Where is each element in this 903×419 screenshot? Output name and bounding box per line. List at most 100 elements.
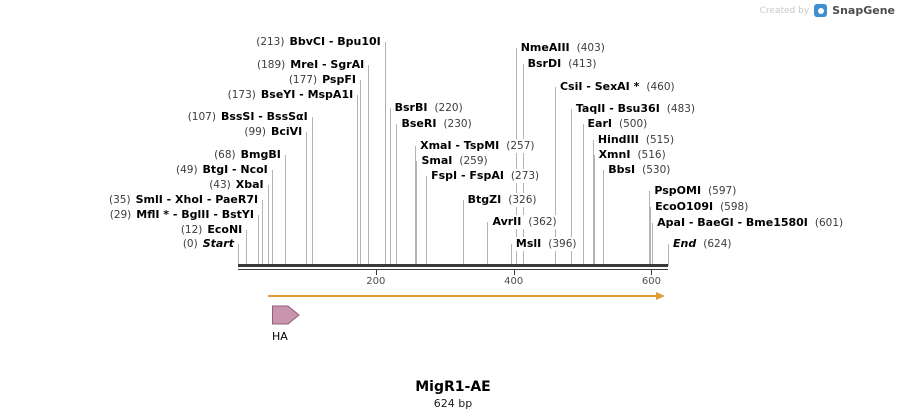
site-position: (413): [568, 58, 597, 70]
enzyme-names: ApaI - BaeGI - Bme1580I: [657, 216, 808, 229]
restriction-site-label: BtgZI (326): [466, 193, 538, 207]
leader-line: [284, 155, 286, 266]
enzyme-names: BciVI: [270, 125, 303, 138]
snapgene-brand-text: SnapGene: [832, 4, 895, 17]
ruler-tick: [651, 270, 653, 275]
site-position: (189): [257, 59, 286, 71]
enzyme-names: BseRI: [401, 117, 437, 130]
enzyme-names: EarI: [587, 117, 613, 130]
restriction-site-label: AvrII (362): [491, 215, 558, 229]
annotation-arrow-head: [656, 292, 665, 300]
site-position: (597): [708, 185, 737, 197]
restriction-site-label: (177) PspFI: [287, 73, 357, 87]
leader-line: [257, 215, 259, 266]
enzyme-names: MslI: [515, 237, 542, 250]
restriction-site-label: NmeAIII (403): [519, 41, 606, 55]
restriction-site-label: BseRI (230): [400, 117, 473, 131]
enzyme-names: BseYI - MspA1I: [260, 88, 354, 101]
logo-dot: [817, 7, 824, 14]
snapgene-logo-icon: [814, 4, 828, 17]
restriction-site-label: (213) BbvCI - Bpu10I: [255, 35, 382, 49]
restriction-site-label: TaqII - Bsu36I (483): [574, 102, 697, 116]
enzyme-names: HindIII: [597, 133, 639, 146]
ruler-tick-label: 200: [366, 276, 386, 287]
site-position: (107): [187, 111, 216, 123]
restriction-site-label: End (624): [672, 237, 733, 251]
site-position: (12): [180, 224, 203, 236]
leader-line: [262, 200, 264, 266]
ruler-tick: [513, 270, 515, 275]
site-position: (362): [528, 216, 557, 228]
site-position: (326): [508, 194, 537, 206]
leader-line: [510, 244, 512, 266]
enzyme-names: PspOMI: [654, 184, 702, 197]
enzyme-names: CsiI - SexAI *: [559, 80, 640, 93]
enzyme-names: BtgI - NcoI: [202, 163, 268, 176]
restriction-site-label: FspI - FspAI (273): [430, 169, 541, 183]
enzyme-names: XmnI: [598, 148, 631, 161]
site-position: (601): [814, 217, 844, 229]
enzyme-names: MflI * - BglII - BstYI: [136, 208, 254, 221]
sequence-bar: [238, 264, 668, 267]
enzyme-names: FspI - FspAI: [431, 169, 504, 182]
ruler-tick-label: 400: [504, 276, 524, 287]
leader-line: [652, 223, 654, 266]
leader-line: [246, 230, 248, 266]
site-position: (213): [256, 36, 285, 48]
restriction-site-label: BsrBI (220): [393, 101, 464, 115]
leader-line: [311, 117, 313, 266]
ha-feature-arrow: [272, 305, 300, 325]
leader-line: [462, 200, 464, 266]
enzyme-names: MreI - SgrAI: [290, 58, 365, 71]
leader-line: [306, 132, 308, 266]
ruler-tick: [375, 270, 377, 275]
site-position: (257): [506, 140, 535, 152]
enzyme-names: Start: [202, 237, 234, 250]
site-position: (0): [182, 238, 198, 250]
restriction-site-label: MslI (396): [514, 237, 578, 251]
site-position: (259): [459, 155, 488, 167]
restriction-site-label: (43) XbaI: [208, 178, 265, 192]
leader-line: [416, 161, 418, 266]
restriction-site-label: (189) MreI - SgrAI: [256, 58, 366, 72]
restriction-site-label: (99) BciVI: [243, 125, 304, 139]
leader-line: [396, 124, 398, 266]
ha-feature-label: HA: [272, 330, 288, 343]
restriction-site-label: (68) BmgBI: [213, 148, 282, 162]
enzyme-names: XmaI - TspMI: [420, 139, 500, 152]
site-position: (99): [244, 126, 266, 138]
site-position: (516): [637, 149, 666, 161]
site-position: (624): [703, 238, 732, 250]
credit-line: Created by SnapGene: [760, 4, 895, 17]
leader-line: [522, 64, 524, 266]
restriction-site-label: (107) BssSI - BssSαI: [186, 110, 309, 124]
enzyme-names: XbaI: [235, 178, 264, 191]
site-position: (49): [175, 164, 198, 176]
restriction-site-label: CsiI - SexAI * (460): [558, 80, 676, 94]
ruler-tick-label: 600: [641, 276, 661, 287]
leader-line: [582, 124, 584, 266]
restriction-site-label: EcoO109I (598): [654, 200, 750, 214]
restriction-site-label: (35) SmlI - XhoI - PaeR7I: [108, 193, 260, 207]
leader-line: [668, 244, 669, 266]
restriction-site-label: BsrDI (413): [526, 57, 598, 71]
ha-feature-polygon: [272, 305, 300, 325]
site-position: (530): [642, 164, 671, 176]
restriction-site-label: XmnI (516): [597, 148, 667, 162]
restriction-site-label: PspOMI (597): [653, 184, 738, 198]
restriction-site-label: HindIII (515): [596, 133, 676, 147]
restriction-site-label: EarI (500): [586, 117, 649, 131]
leader-line: [603, 170, 605, 266]
leader-line: [267, 185, 269, 266]
site-position: (177): [288, 74, 318, 86]
site-position: (460): [646, 81, 675, 93]
enzyme-names: SmaI: [421, 154, 453, 167]
enzyme-names: PspFI: [322, 73, 356, 86]
leader-line: [554, 87, 556, 266]
map-title: MigR1-AE: [415, 379, 491, 395]
enzyme-names: NmeAIII: [520, 41, 570, 54]
restriction-site-label: (0) Start: [181, 237, 235, 251]
enzyme-names: TaqII - Bsu36I: [575, 102, 660, 115]
enzyme-names: BsrDI: [527, 57, 562, 70]
